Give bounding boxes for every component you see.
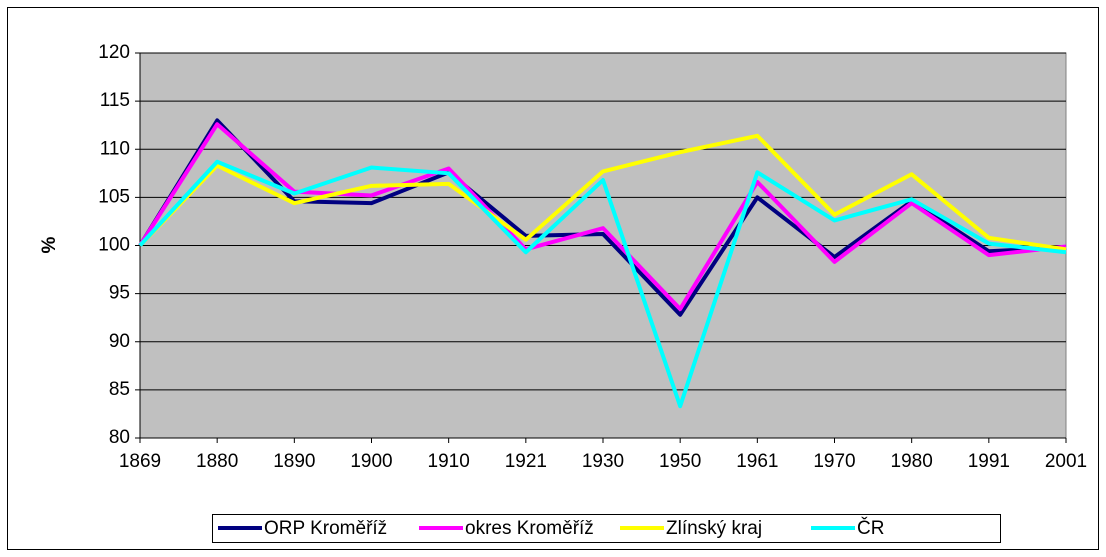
y-tick-label: 95 — [109, 283, 130, 304]
legend-label: okres Kroměříž — [465, 518, 594, 539]
y-tick-label: 110 — [100, 138, 130, 159]
x-tick-label: 1890 — [273, 451, 315, 472]
y-tick-label: 100 — [98, 235, 130, 256]
x-tick-label: 1991 — [968, 451, 1010, 472]
series-line — [138, 159, 1067, 409]
x-tick-label: 1921 — [505, 451, 547, 472]
y-axis-label: % — [39, 236, 60, 253]
y-tick-label: 105 — [98, 186, 130, 207]
legend-label: ČR — [857, 517, 884, 539]
x-tick-label: 1950 — [659, 451, 701, 472]
x-tick-label: 1930 — [582, 451, 624, 472]
x-tick-label: 1869 — [119, 451, 161, 472]
y-tick-label: 85 — [109, 379, 130, 400]
legend-box — [212, 514, 1001, 543]
x-tick-label: 2001 — [1045, 451, 1087, 472]
x-tick-label: 1900 — [350, 451, 392, 472]
x-tick-label: 1961 — [736, 451, 778, 472]
x-tick-label: 1910 — [428, 451, 470, 472]
x-tick-label: 1980 — [891, 451, 933, 472]
series-line — [138, 133, 1067, 252]
y-tick-label: 90 — [109, 331, 130, 352]
y-tick-label: 80 — [109, 427, 130, 448]
legend-label: Zlínský kraj — [666, 518, 762, 539]
legend-label: ORP Kroměříž — [264, 518, 387, 539]
x-tick-label: 1970 — [813, 451, 855, 472]
x-tick-label: 1880 — [196, 451, 238, 472]
y-tick-label: 115 — [100, 90, 130, 111]
y-tick-label: 120 — [98, 42, 130, 63]
